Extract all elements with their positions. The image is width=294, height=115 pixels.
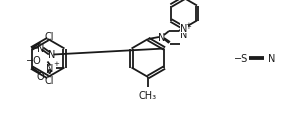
Text: +: +	[54, 61, 59, 67]
Text: −S: −S	[234, 54, 248, 63]
Text: +: +	[185, 24, 191, 30]
Text: −O: −O	[26, 55, 41, 65]
Text: N: N	[180, 24, 188, 34]
Text: N: N	[46, 63, 54, 73]
Text: O: O	[37, 72, 44, 82]
Text: N: N	[158, 33, 166, 43]
Text: N: N	[180, 30, 188, 40]
Text: Cl: Cl	[45, 32, 54, 42]
Text: Cl: Cl	[45, 75, 54, 85]
Text: N: N	[37, 43, 44, 53]
Text: N: N	[48, 50, 55, 60]
Text: CH₃: CH₃	[139, 90, 157, 100]
Text: N: N	[268, 54, 275, 63]
Text: +: +	[185, 22, 191, 28]
